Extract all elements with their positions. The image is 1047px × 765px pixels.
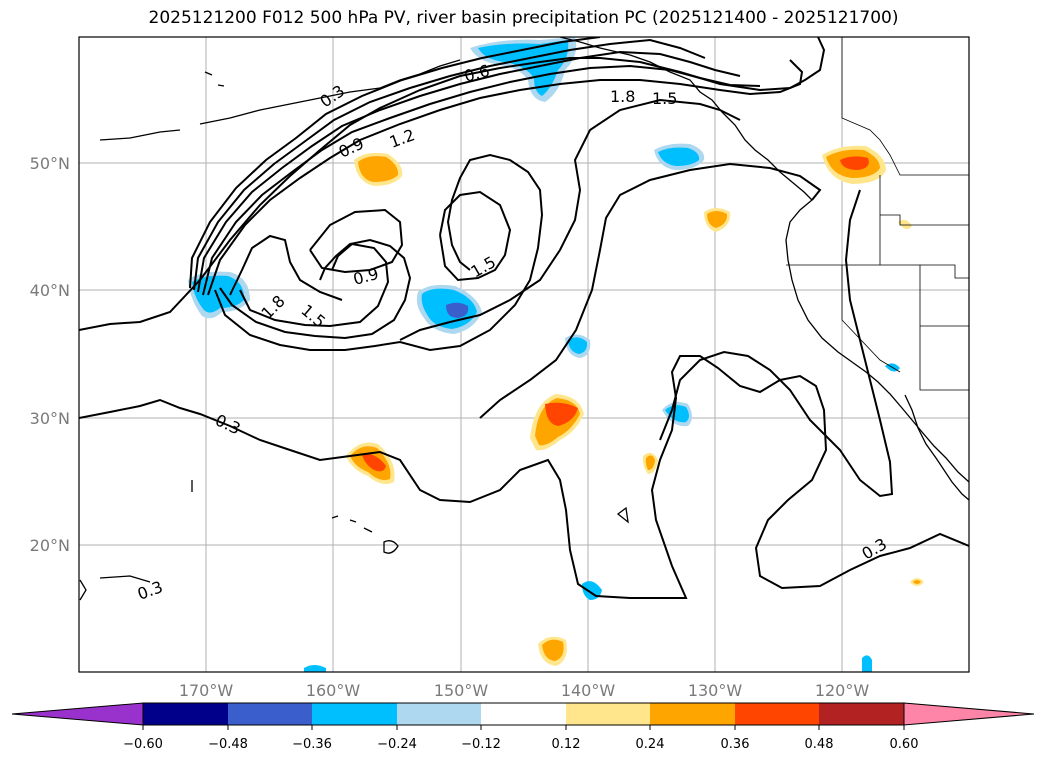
colorbar-extend-low bbox=[11, 702, 144, 726]
island bbox=[79, 575, 151, 601]
precip-negative-blob bbox=[304, 665, 326, 672]
pv-contour bbox=[207, 59, 804, 296]
pv-contour bbox=[214, 153, 544, 352]
pv-contour bbox=[79, 37, 826, 331]
map-title: 2025121200 F012 500 hPa PV, river basin … bbox=[148, 8, 899, 28]
aleutian-islands bbox=[99, 59, 461, 141]
pv-contour bbox=[229, 234, 343, 301]
lat-label: 20°N bbox=[30, 536, 70, 555]
colorbar: −0.60 −0.48 −0.36 −0.24 −0.12 0.12 0.24 … bbox=[11, 702, 1035, 752]
lon-label: 140°W bbox=[561, 681, 616, 700]
map-area bbox=[79, 37, 969, 672]
colorbar-ticks bbox=[142, 725, 905, 730]
lat-label: 30°N bbox=[30, 409, 70, 428]
colorbar-frame bbox=[142, 702, 905, 726]
contour-label: 1.8 bbox=[610, 87, 635, 106]
precip-positive-core bbox=[362, 453, 386, 472]
pv-contour bbox=[193, 38, 706, 291]
colorbar-tick-label: −0.12 bbox=[461, 737, 501, 752]
lat-axis-labels: 50°N 40°N 30°N 20°N bbox=[30, 154, 70, 555]
precip-positive-blob bbox=[645, 455, 655, 470]
pv-contour bbox=[659, 189, 894, 498]
pv-contour bbox=[202, 64, 761, 296]
precip-positive-blob bbox=[542, 639, 564, 661]
precip-negative-blob bbox=[658, 147, 700, 166]
pv-contour bbox=[197, 50, 741, 293]
lon-label: 130°W bbox=[688, 681, 743, 700]
pv-contour bbox=[239, 242, 390, 328]
colorbar-tick-label: −0.24 bbox=[377, 737, 417, 752]
colorbar-tick-label: −0.48 bbox=[208, 737, 248, 752]
precip-positive-blob bbox=[913, 580, 921, 584]
colorbar-extend-high bbox=[903, 702, 1035, 726]
island bbox=[616, 506, 629, 524]
pv-contour bbox=[219, 238, 412, 340]
coastlines bbox=[79, 37, 969, 601]
precip-positive-core bbox=[840, 156, 869, 170]
colorbar-segment bbox=[650, 703, 735, 725]
colorbar-segment bbox=[143, 703, 228, 725]
colorbar-tick-label: −0.36 bbox=[292, 737, 332, 752]
pv-contour bbox=[399, 98, 741, 341]
colorbar-segment bbox=[397, 703, 481, 725]
colorbar-tick-label: 0.12 bbox=[552, 737, 581, 752]
pv-contour bbox=[309, 208, 404, 274]
contour-label: 1.5 bbox=[652, 89, 677, 108]
precip-positive-blob bbox=[358, 156, 399, 182]
precip-positive-core bbox=[545, 402, 578, 426]
precip-positive-blob bbox=[707, 211, 728, 228]
lon-label: 120°W bbox=[815, 681, 870, 700]
lon-label: 160°W bbox=[306, 681, 361, 700]
colorbar-segment bbox=[228, 703, 312, 725]
precip-negative-blob bbox=[862, 655, 872, 672]
precip-negative-core bbox=[446, 302, 469, 318]
lon-label: 150°W bbox=[434, 681, 489, 700]
pv-contour bbox=[479, 162, 822, 419]
precip-negative-blob bbox=[665, 405, 689, 423]
pv-contour bbox=[439, 190, 512, 282]
lat-label: 40°N bbox=[30, 281, 70, 300]
colorbar-segment bbox=[819, 703, 904, 725]
colorbar-tick-label: 0.36 bbox=[721, 737, 750, 752]
pv-contour bbox=[79, 355, 969, 599]
colorbar-segment bbox=[735, 703, 819, 725]
colorbar-segment bbox=[566, 703, 650, 725]
north-america-west-coast bbox=[785, 199, 969, 483]
colorbar-tick-label: −0.60 bbox=[123, 737, 163, 752]
precip-positive-blob bbox=[898, 219, 912, 230]
colorbar-tick-label: 0.24 bbox=[636, 737, 665, 752]
colorbar-segment bbox=[312, 703, 397, 725]
pv-contours bbox=[79, 37, 969, 599]
baja-california bbox=[904, 394, 969, 501]
alaska-coast bbox=[559, 37, 813, 201]
map-frame bbox=[78, 36, 970, 673]
precip-negative-blob bbox=[568, 337, 588, 354]
us-canada-border bbox=[841, 37, 969, 176]
colorbar-segment bbox=[481, 703, 566, 725]
lat-label: 50°N bbox=[30, 154, 70, 173]
colorbar-tick-label: 0.60 bbox=[890, 737, 919, 752]
pv-contour bbox=[189, 37, 601, 289]
lon-label: 170°W bbox=[179, 681, 234, 700]
lon-axis-labels: 170°W 160°W 150°W 140°W 130°W 120°W bbox=[179, 681, 870, 700]
colorbar-tick-label: 0.48 bbox=[805, 737, 834, 752]
hawaii-islands bbox=[331, 515, 399, 554]
